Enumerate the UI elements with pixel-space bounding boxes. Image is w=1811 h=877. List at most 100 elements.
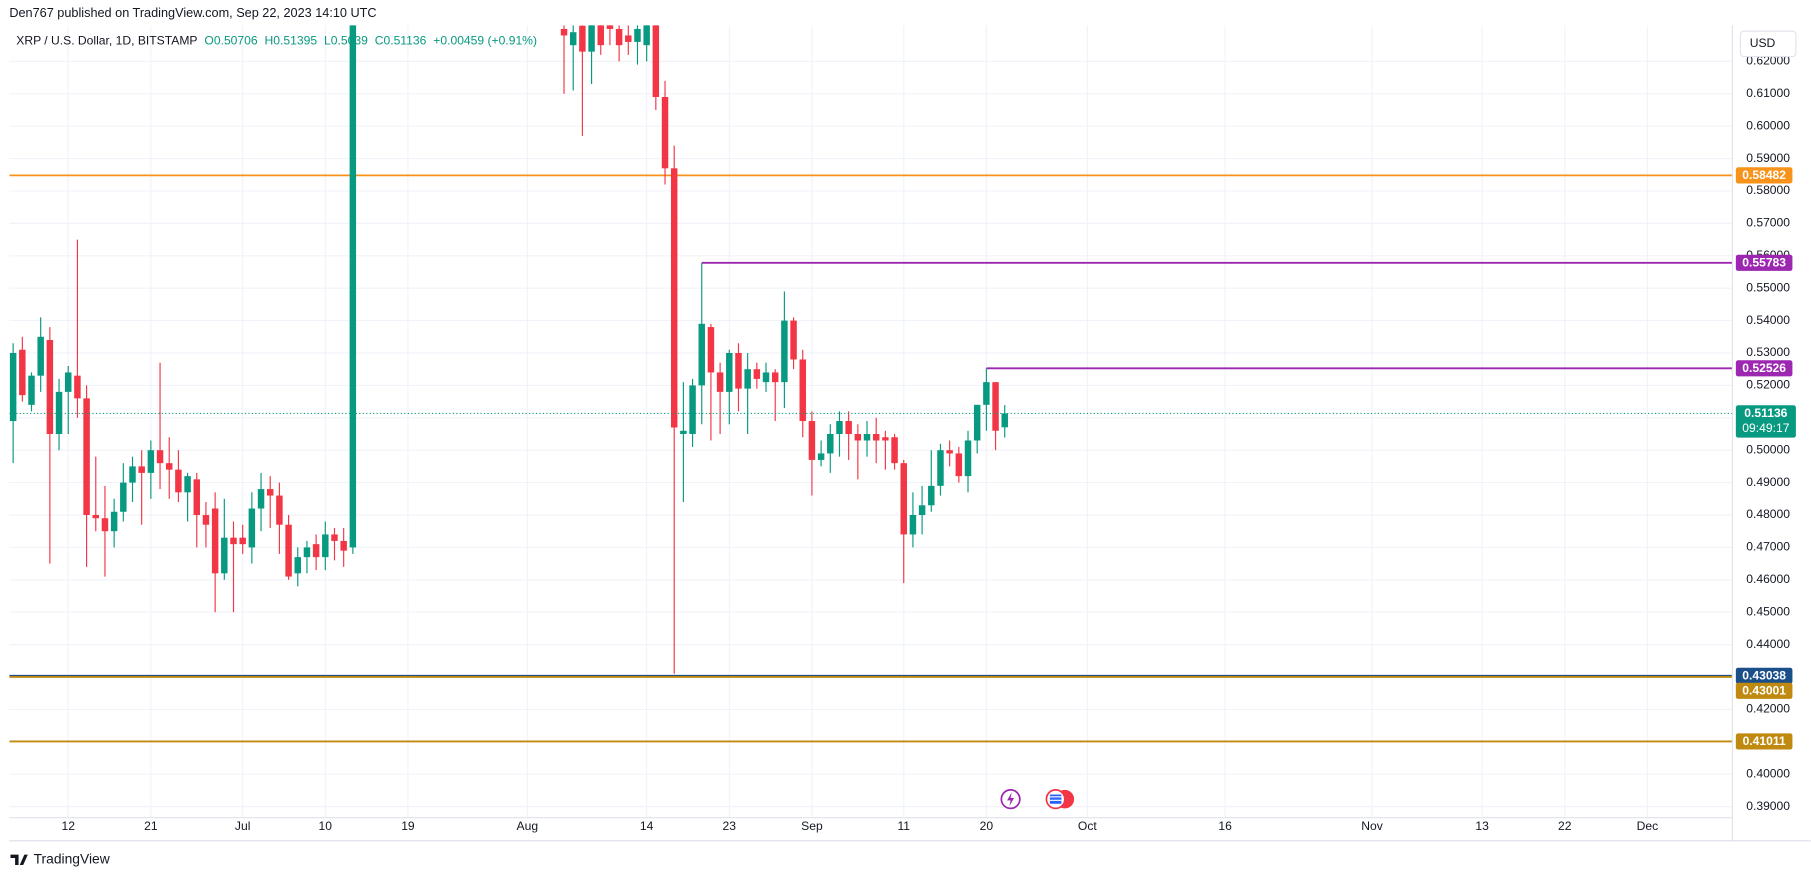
candle-body [680,430,687,434]
candle-body [716,372,724,392]
brand-logo [10,854,28,865]
x-tick-label: Aug [517,819,539,833]
level-badge [1735,254,1793,271]
candle-body [689,385,696,434]
y-tick-label: 0.55000 [1746,280,1790,294]
x-tick-label: Nov [1361,819,1383,833]
candle-body [597,25,604,46]
candle-body [707,327,715,373]
x-tick-label: 12 [61,819,75,833]
symbol-legend: XRP / U.S. Dollar, 1D, BITSTAMP O0.50706 H… [16,34,537,48]
candle-body [165,463,173,470]
x-tick-label: 20 [980,819,994,833]
x-tick-label: 13 [1475,819,1489,833]
candle-body [193,479,201,516]
candle-body [221,537,228,574]
level-badge [1735,360,1793,377]
level-badge [1735,682,1793,699]
candle-body [827,433,834,454]
candle-body [698,323,705,386]
currency-button[interactable] [1739,30,1797,58]
y-tick-label: 0.39000 [1746,799,1790,813]
legend-value: C0.51136 [375,34,427,48]
countdown-label: 09:49:17 [1742,421,1789,435]
candle-body [964,440,972,477]
candle-body [891,437,898,464]
candle-body [266,489,274,496]
candle-body [799,359,806,422]
brand-name: TradingView [34,850,111,866]
legend-value: H0.51395 [265,34,318,48]
candle-body [276,495,283,525]
candle-body [184,476,191,493]
candle-body [661,97,669,169]
x-tick-label: 23 [723,819,737,833]
candle-body [74,375,81,399]
candle-body [202,515,210,525]
candle-body [625,35,632,42]
candle-body [900,463,907,535]
legend-value: +0.00459 (+0.91%) [433,34,537,48]
candle-body [937,450,944,486]
y-tick-label: 0.47000 [1746,540,1790,554]
candle-body [303,547,311,558]
candle-body [634,28,641,42]
candle-body [147,450,155,473]
y-tick-label: 0.42000 [1746,702,1790,716]
candle-body [928,485,935,506]
candle-body [331,534,338,541]
candle-body [257,489,265,509]
candle-body [983,382,990,405]
level-badge [1735,733,1793,750]
candle-body [863,433,871,441]
y-tick-label: 0.57000 [1746,216,1790,230]
candle-body [120,482,127,512]
y-tick-label: 0.54000 [1746,313,1790,327]
plot-area [9,25,1733,743]
candle-body [790,320,797,360]
candle-body [37,336,44,376]
candle-body [753,369,761,379]
candle-body [92,515,100,519]
candle-body [129,466,136,483]
candle-body [615,28,623,46]
currency-label: USD [1750,36,1776,50]
x-tick-label: 22 [1558,819,1572,833]
candle-body [322,534,329,558]
candle-body [560,28,568,36]
candle-body [854,433,862,441]
level-badge-label: 0.43038 [1742,669,1786,683]
candle-body [808,421,816,460]
x-tick-label: 11 [897,819,910,833]
candle-body [771,372,779,383]
y-tick-label: 0.44000 [1746,637,1790,651]
candle-body [248,508,256,548]
candle-body [19,349,26,396]
level-badge [1735,667,1793,684]
legend-value: L0.5039 [324,34,368,48]
x-tick-label: 19 [401,819,415,833]
candle-body [845,421,852,434]
candle-body [955,453,963,477]
legend-value: O0.50706 [204,34,257,48]
candle-body [569,32,577,46]
candle-body [872,433,880,441]
candle-body [230,537,237,545]
level-badge-label: 0.58482 [1742,168,1786,182]
candle-body [239,537,246,545]
candle-body [64,372,72,392]
x-tick-label: Sep [801,819,823,833]
y-tick-label: 0.59000 [1746,151,1790,165]
candle-body [285,524,292,577]
event-icons [1000,789,1075,810]
candle-body [156,450,164,464]
x-tick-label: 16 [1218,819,1232,833]
candle-body [946,450,953,454]
candle-body [652,25,660,98]
candle-body [836,421,843,434]
y-tick-label: 0.60000 [1746,118,1790,132]
level-badge-label: 0.41011 [1743,734,1786,748]
candle-body [110,511,118,532]
